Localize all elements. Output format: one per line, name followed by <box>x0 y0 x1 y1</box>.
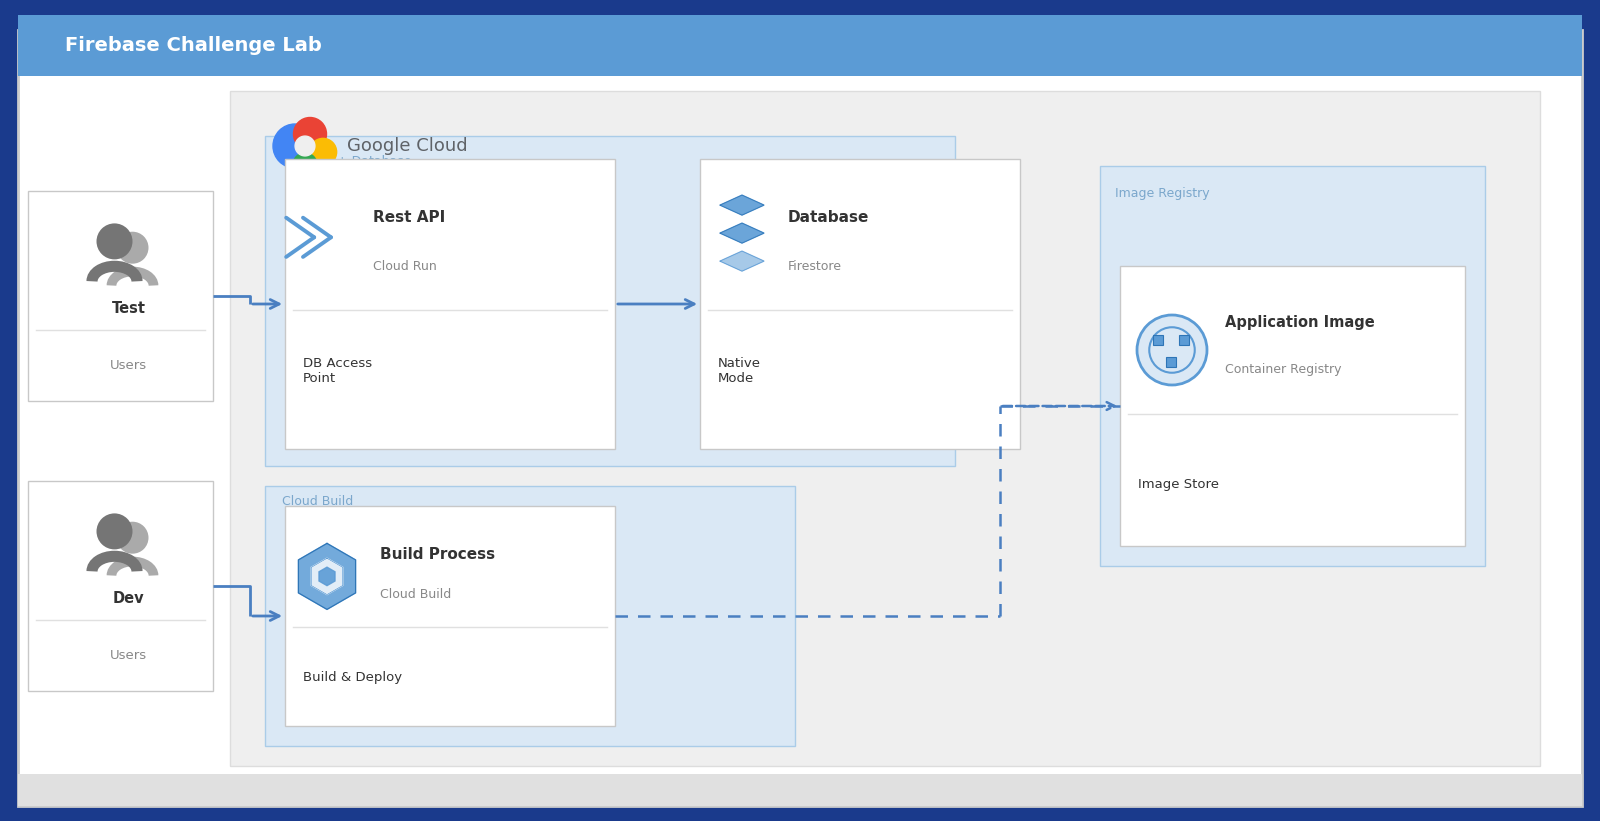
Polygon shape <box>720 223 765 243</box>
Text: Application Image: Application Image <box>1226 314 1374 329</box>
Polygon shape <box>312 558 342 594</box>
FancyBboxPatch shape <box>29 191 213 401</box>
FancyBboxPatch shape <box>701 159 1021 449</box>
FancyBboxPatch shape <box>230 91 1539 766</box>
Circle shape <box>293 117 326 150</box>
Text: Database: Database <box>787 209 869 224</box>
Text: Image Registry: Image Registry <box>1115 186 1210 200</box>
Text: Cloud Build: Cloud Build <box>381 588 451 600</box>
FancyBboxPatch shape <box>285 506 614 726</box>
Polygon shape <box>318 567 334 585</box>
Circle shape <box>293 153 317 177</box>
Polygon shape <box>720 195 765 215</box>
Text: Cloud Build: Cloud Build <box>282 494 354 507</box>
Text: Container Registry: Container Registry <box>1226 363 1341 376</box>
Text: Dev: Dev <box>112 591 144 606</box>
Text: Rest API: Rest API <box>373 209 445 224</box>
Text: Google Cloud: Google Cloud <box>347 137 467 155</box>
Text: Firestore: Firestore <box>787 259 842 273</box>
Circle shape <box>1138 315 1206 385</box>
FancyBboxPatch shape <box>266 486 795 746</box>
Text: Rest API + Database: Rest API + Database <box>282 154 411 167</box>
Circle shape <box>117 521 149 553</box>
Polygon shape <box>299 544 355 609</box>
FancyBboxPatch shape <box>18 774 1582 806</box>
FancyBboxPatch shape <box>1120 266 1466 546</box>
FancyBboxPatch shape <box>285 159 614 449</box>
Circle shape <box>117 232 149 264</box>
FancyBboxPatch shape <box>18 30 1582 806</box>
Text: Firebase Challenge Lab: Firebase Challenge Lab <box>66 36 322 55</box>
Text: Native
Mode: Native Mode <box>718 356 762 385</box>
FancyBboxPatch shape <box>1101 166 1485 566</box>
Text: Image Store: Image Store <box>1138 478 1219 491</box>
Text: Test: Test <box>112 301 146 316</box>
Text: Users: Users <box>110 649 147 662</box>
Text: Cloud Run: Cloud Run <box>373 259 437 273</box>
Circle shape <box>294 136 315 156</box>
Circle shape <box>274 124 317 168</box>
Text: Users: Users <box>110 359 147 372</box>
FancyBboxPatch shape <box>1166 357 1176 367</box>
Circle shape <box>309 139 336 166</box>
FancyBboxPatch shape <box>18 15 1582 76</box>
Text: Build Process: Build Process <box>381 547 494 562</box>
Text: DB Access
Point: DB Access Point <box>302 356 373 385</box>
FancyBboxPatch shape <box>1154 335 1163 345</box>
FancyBboxPatch shape <box>29 481 213 691</box>
Circle shape <box>96 223 133 259</box>
Text: Build & Deploy: Build & Deploy <box>302 671 402 684</box>
FancyBboxPatch shape <box>1179 335 1189 345</box>
Circle shape <box>96 513 133 549</box>
Polygon shape <box>720 251 765 271</box>
FancyBboxPatch shape <box>266 136 955 466</box>
